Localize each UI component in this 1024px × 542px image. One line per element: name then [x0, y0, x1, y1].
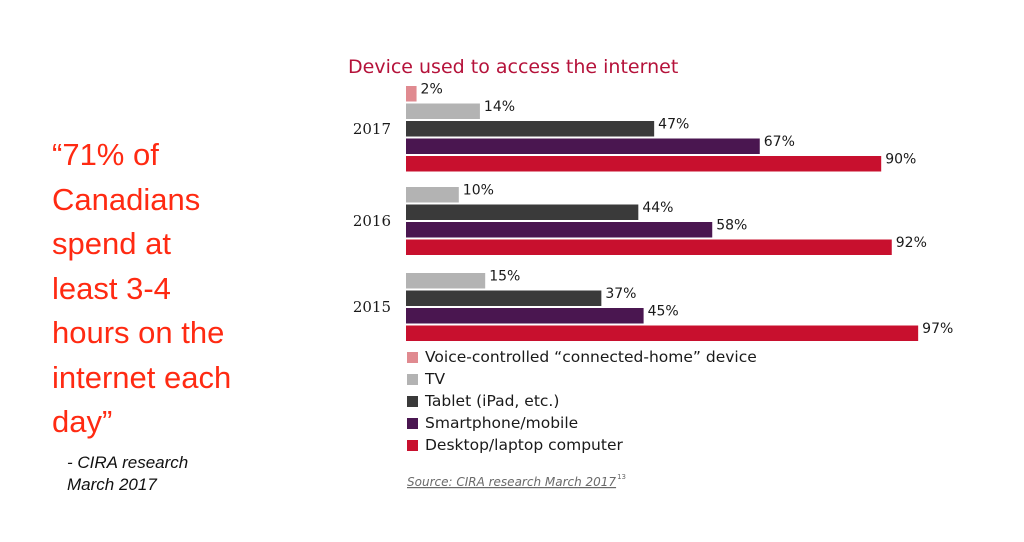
chart-title: Device used to access the internet: [348, 56, 678, 78]
legend-label: TV: [424, 370, 445, 388]
bar-value-label: 10%: [463, 182, 494, 198]
bar-value-label: 92%: [896, 235, 927, 251]
legend-label: Desktop/laptop computer: [425, 436, 623, 454]
bar: [406, 121, 655, 137]
legend-swatch: [407, 352, 418, 363]
year-tick-label: 2017: [353, 120, 391, 138]
legend-swatch: [407, 396, 418, 407]
bar: [406, 103, 480, 119]
bar-value-label: 47%: [658, 116, 689, 132]
bar-value-label: 14%: [484, 99, 515, 115]
bar-value-label: 45%: [648, 303, 679, 319]
bar-value-label: 97%: [922, 321, 953, 337]
year-tick-label: 2016: [353, 212, 391, 230]
legend-label: Voice-controlled “connected-home” device: [425, 348, 757, 366]
bar: [406, 308, 644, 324]
bar-value-label: 58%: [716, 217, 747, 233]
legend-swatch: [407, 418, 418, 429]
legend-swatch: [407, 440, 418, 451]
chart-source-footnote: 13: [617, 473, 626, 481]
bar: [406, 273, 486, 289]
bar: [406, 204, 639, 220]
bar-value-label: 44%: [642, 200, 673, 216]
bar-value-label: 67%: [764, 134, 795, 150]
legend-swatch: [407, 374, 418, 385]
legend-label: Smartphone/mobile: [425, 414, 578, 432]
year-tick-label: 2015: [353, 298, 391, 316]
legend-label: Tablet (iPad, etc.): [424, 392, 559, 410]
bar: [406, 187, 459, 203]
bar: [406, 86, 417, 102]
bar-value-label: 37%: [605, 286, 636, 302]
bar: [406, 290, 602, 306]
bar-value-label: 2%: [421, 81, 443, 97]
bar: [406, 138, 760, 154]
bar: [406, 239, 892, 255]
bar: [406, 325, 919, 341]
chart-source: Source: CIRA research March 2017: [407, 475, 616, 489]
bar-value-label: 90%: [885, 151, 916, 167]
bar: [406, 156, 882, 172]
quote-text: “71% of Canadians spend at least 3-4 hou…: [52, 137, 232, 439]
bar: [406, 222, 713, 238]
bar-value-label: 15%: [489, 268, 520, 284]
quote-attribution: - CIRA research March 2017: [67, 453, 189, 494]
